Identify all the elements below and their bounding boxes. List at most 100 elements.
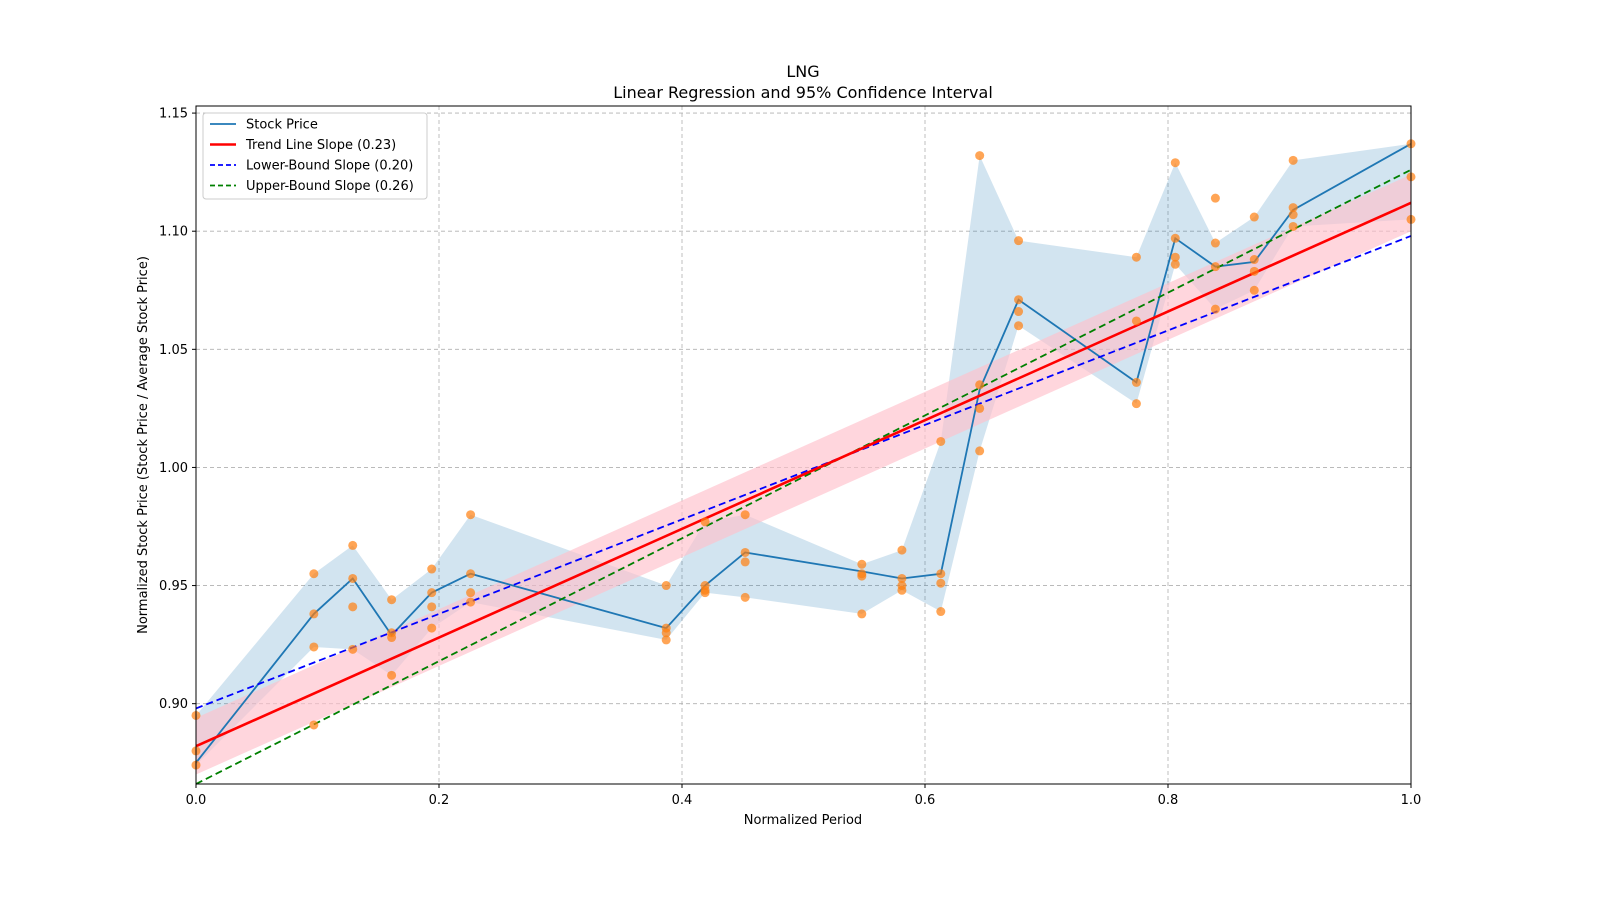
data-point <box>466 569 476 579</box>
y-axis-ticks: 0.90 0.95 1.00 1.05 1.10 1.15 <box>159 107 196 712</box>
plot-frame <box>195 105 1412 785</box>
data-point <box>387 670 397 680</box>
legend-label-lower: Lower-Bound Slope (0.20) <box>246 159 413 174</box>
stock-price-line <box>195 143 1412 764</box>
y-tick-label: 1.15 <box>159 107 188 122</box>
data-point <box>466 588 476 598</box>
x-axis-label: Normalized Period <box>744 813 862 828</box>
data-point <box>1170 259 1180 269</box>
lower-bound-line <box>195 235 1412 710</box>
data-point <box>661 581 671 591</box>
lines-layer <box>195 143 1412 785</box>
data-point <box>740 557 750 567</box>
data-point <box>700 517 710 527</box>
y-axis-label: Normalized Stock Price (Stock Price / Av… <box>136 256 151 634</box>
stock-price-band <box>196 143 1411 766</box>
data-point <box>936 436 946 446</box>
data-point <box>1131 399 1141 409</box>
legend-label-upper: Upper-Bound Slope (0.26) <box>246 179 414 194</box>
data-point <box>857 571 867 581</box>
trend-line <box>195 201 1412 748</box>
data-point <box>1288 210 1298 220</box>
legend-label-stock: Stock Price <box>246 118 318 133</box>
data-point <box>387 595 397 605</box>
legend: Stock Price Trend Line Slope (0.23) Lower-… <box>202 112 428 200</box>
data-point <box>975 403 985 413</box>
data-point <box>309 609 319 619</box>
data-point <box>740 547 750 557</box>
data-point <box>1249 266 1259 276</box>
data-point <box>975 380 985 390</box>
data-point <box>1131 377 1141 387</box>
data-point <box>348 602 358 612</box>
data-point <box>897 573 907 583</box>
data-point <box>661 628 671 638</box>
data-point <box>1210 262 1220 272</box>
data-point <box>1170 233 1180 243</box>
data-point <box>427 623 437 633</box>
x-tick-label: 0.4 <box>672 793 693 808</box>
data-point <box>975 446 985 456</box>
y-tick-label: 1.05 <box>159 343 188 358</box>
data-point <box>1288 203 1298 213</box>
y-tick-label: 0.95 <box>159 579 188 594</box>
data-point <box>466 510 476 520</box>
y-tick-label: 1.00 <box>159 461 188 476</box>
data-point <box>857 559 867 569</box>
x-tick-label: 0.6 <box>915 793 936 808</box>
data-point <box>740 510 750 520</box>
data-point <box>348 573 358 583</box>
data-point <box>1014 307 1024 317</box>
data-point <box>1014 236 1024 246</box>
data-point <box>387 633 397 643</box>
legend-label-trend: Trend Line Slope (0.23) <box>245 138 396 153</box>
data-point <box>1170 158 1180 168</box>
x-axis-ticks: 0.0 0.2 0.4 0.6 0.8 1.0 <box>186 784 1422 808</box>
data-point <box>661 635 671 645</box>
data-point <box>1131 252 1141 262</box>
chart-subtitle: Linear Regression and 95% Confidence Int… <box>613 83 993 102</box>
y-tick-label: 1.10 <box>159 225 188 240</box>
data-point <box>427 588 437 598</box>
x-tick-label: 0.8 <box>1158 793 1179 808</box>
scatter-points-layer <box>191 139 1416 770</box>
data-point <box>1131 316 1141 326</box>
data-point <box>897 585 907 595</box>
data-point <box>1210 193 1220 203</box>
data-point <box>897 545 907 555</box>
data-point <box>309 642 319 652</box>
data-point <box>936 607 946 617</box>
data-point <box>1210 238 1220 248</box>
x-tick-label: 0.0 <box>186 793 207 808</box>
chart-title: LNG <box>786 62 819 81</box>
data-point <box>700 588 710 598</box>
legend-box <box>202 112 428 200</box>
upper-bound-line <box>195 168 1412 785</box>
y-tick-label: 0.90 <box>159 697 188 712</box>
data-point <box>348 540 358 550</box>
data-point <box>936 578 946 588</box>
data-point <box>1014 321 1024 331</box>
data-point <box>1249 212 1259 222</box>
data-point <box>348 644 358 654</box>
data-point <box>1210 304 1220 314</box>
data-point <box>857 609 867 619</box>
data-point <box>975 151 985 161</box>
data-point <box>740 592 750 602</box>
x-tick-label: 0.2 <box>429 793 450 808</box>
data-point <box>1288 221 1298 231</box>
data-point <box>1249 255 1259 265</box>
data-point <box>309 720 319 730</box>
data-point <box>427 602 437 612</box>
data-point <box>1249 285 1259 295</box>
data-point <box>1288 155 1298 165</box>
stock-price-band-layer <box>196 143 1411 766</box>
x-tick-label: 1.0 <box>1401 793 1422 808</box>
data-point <box>1170 252 1180 262</box>
data-point <box>427 564 437 574</box>
data-point <box>309 569 319 579</box>
data-point <box>936 569 946 579</box>
data-point <box>1014 295 1024 305</box>
data-point <box>466 597 476 607</box>
